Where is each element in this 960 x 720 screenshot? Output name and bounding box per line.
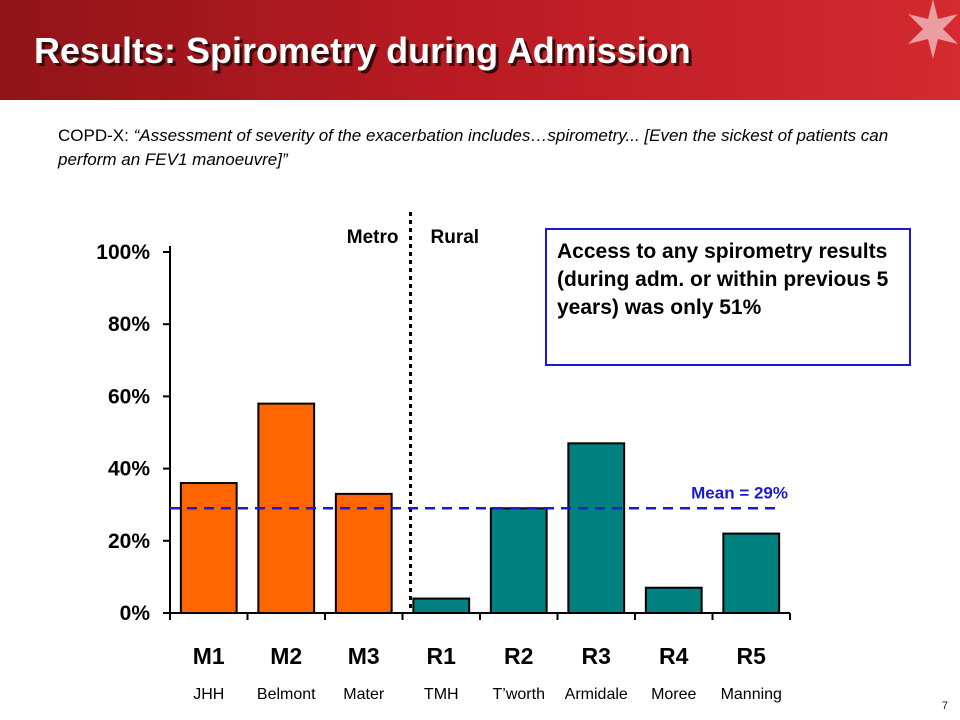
x-category-label: R3 (582, 643, 611, 669)
page-number: 7 (941, 700, 948, 712)
quote-source: COPD-X: (58, 126, 134, 145)
bar-r1 (412, 597, 471, 614)
x-category-label: R1 (427, 643, 457, 669)
y-tick-label: 20% (108, 530, 150, 553)
bar-m3 (334, 492, 393, 614)
y-tick-label: 0% (120, 602, 151, 625)
callout-box: Access to any spirometry results (during… (545, 228, 911, 366)
hospital-label: T’worth (493, 686, 545, 703)
x-category-label: M3 (348, 643, 380, 669)
x-category-label: R2 (504, 643, 533, 669)
y-tick-label: 100% (96, 241, 150, 264)
y-tick-label: 60% (108, 385, 150, 408)
hospital-label: TMH (424, 686, 459, 703)
hospital-label: JHH (193, 686, 224, 703)
quote-text: “Assessment of severity of the exacerbat… (58, 126, 889, 169)
x-category-label: M1 (193, 643, 225, 669)
metro-label: Metro (347, 227, 399, 248)
bar-r5 (722, 532, 781, 615)
bar-r2 (489, 507, 548, 614)
title-banner: Results: Spirometry during Admission (0, 0, 960, 100)
y-tick-label: 40% (108, 458, 150, 481)
y-tick-label: 80% (108, 313, 150, 336)
page-title: Results: Spirometry during Admission (34, 30, 691, 71)
hospital-label: Belmont (257, 686, 316, 703)
rural-label: Rural (431, 227, 480, 248)
x-category-label: R5 (737, 643, 767, 669)
x-category-label: M2 (270, 643, 302, 669)
bar-r4 (644, 586, 703, 614)
hospital-label: Moree (651, 686, 696, 703)
hospital-label: Armidale (565, 686, 628, 703)
hospital-label: Mater (343, 686, 385, 703)
mean-label: Mean = 29% (691, 483, 788, 502)
x-category-label: R4 (659, 643, 689, 669)
hospital-label: Manning (721, 686, 782, 703)
bar-r3 (567, 442, 626, 614)
copd-x-quote: COPD-X: “Assessment of severity of the e… (58, 124, 898, 172)
waratah-flower-icon (908, 0, 958, 59)
bar-m1 (179, 482, 238, 615)
bar-m2 (257, 402, 316, 614)
